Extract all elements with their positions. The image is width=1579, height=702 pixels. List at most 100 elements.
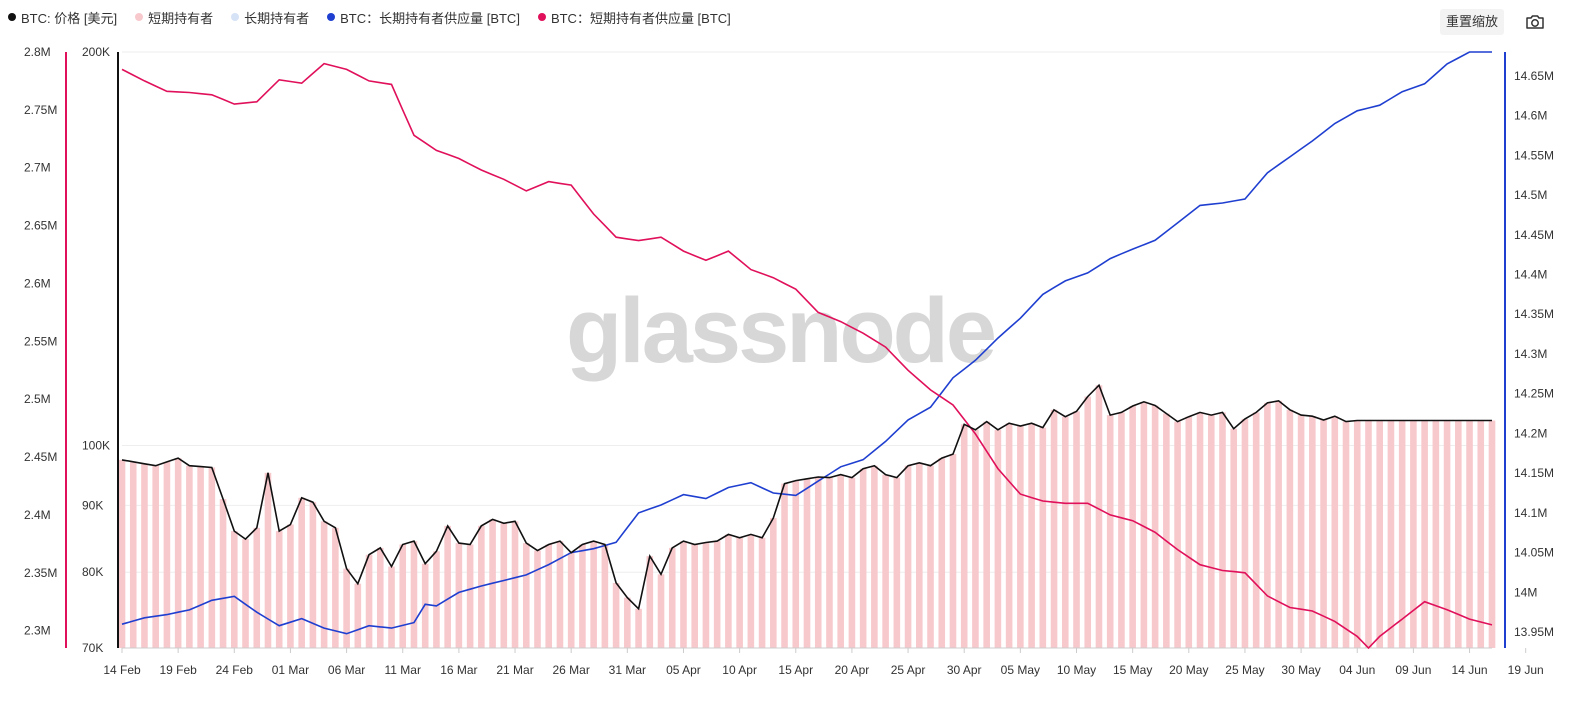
lth-tick-label: 14.55M bbox=[1514, 148, 1554, 162]
sth-bar bbox=[826, 477, 833, 648]
sth-bar bbox=[1331, 416, 1339, 648]
price-tick-label: 90K bbox=[82, 498, 103, 512]
camera-icon[interactable] bbox=[1525, 13, 1545, 31]
sth-bar bbox=[567, 552, 575, 648]
sth-tick-label: 2.5M bbox=[24, 392, 51, 406]
reset-zoom-button[interactable]: 重置缩放 bbox=[1440, 9, 1504, 35]
sth-bar bbox=[455, 543, 463, 648]
watermark: glassnode bbox=[566, 280, 995, 382]
sth-bar bbox=[421, 563, 429, 648]
x-tick-label: 19 Jun bbox=[1508, 663, 1544, 677]
sth-tick-label: 2.6M bbox=[24, 276, 51, 290]
sth-bar bbox=[1185, 416, 1193, 648]
sth-bar bbox=[1421, 420, 1428, 648]
sth-bar bbox=[1174, 421, 1181, 648]
sth-bar bbox=[208, 467, 216, 648]
sth-bar bbox=[938, 458, 946, 648]
sth-bar bbox=[1039, 427, 1047, 648]
sth-bar bbox=[230, 531, 238, 648]
sth-bar bbox=[1028, 423, 1035, 648]
sth-bar bbox=[163, 461, 171, 648]
sth-bar bbox=[534, 550, 541, 648]
x-tick-label: 11 Mar bbox=[385, 663, 421, 677]
sth-bar bbox=[141, 463, 148, 648]
axes bbox=[65, 52, 1527, 653]
sth-bar bbox=[522, 543, 530, 648]
sth-bar bbox=[556, 541, 564, 648]
sth-bar bbox=[994, 429, 1002, 648]
sth-bar bbox=[1353, 420, 1361, 648]
sth-bar bbox=[668, 547, 676, 648]
sth-bar bbox=[770, 518, 777, 648]
sth-bar bbox=[1196, 412, 1204, 648]
sth-bar bbox=[1466, 420, 1473, 648]
sth-bar bbox=[376, 547, 384, 648]
sth-bar bbox=[725, 534, 732, 648]
sth-tick-label: 2.4M bbox=[24, 508, 51, 522]
lth-tick-label: 14.05M bbox=[1514, 546, 1554, 560]
sth-bar bbox=[590, 541, 597, 648]
lth-tick-label: 14.25M bbox=[1514, 387, 1554, 401]
sth-bar bbox=[444, 525, 451, 648]
sth-bar bbox=[1398, 420, 1406, 648]
x-tick-label: 06 Mar bbox=[328, 663, 365, 677]
sth-bar bbox=[758, 537, 766, 648]
sth-bar bbox=[960, 424, 968, 648]
sth-bar bbox=[624, 597, 631, 648]
sth-bar bbox=[781, 483, 788, 648]
legend: BTC: 价格 [美元] 短期持有者 长期持有者 BTC：长期持有者供应量 [B… bbox=[8, 6, 731, 28]
x-tick-label: 30 Apr bbox=[947, 663, 982, 677]
sth-bar bbox=[915, 462, 923, 648]
x-tick-label: 20 May bbox=[1169, 663, 1208, 677]
legend-item-sth[interactable]: 短期持有者 bbox=[135, 8, 213, 27]
legend-item-lth-supply[interactable]: BTC：长期持有者供应量 [BTC] bbox=[327, 8, 520, 27]
legend-item-price[interactable]: BTC: 价格 [美元] bbox=[8, 8, 117, 27]
legend-dot-price bbox=[8, 13, 16, 21]
sth-bar bbox=[927, 465, 934, 648]
price-tick-label: 80K bbox=[82, 565, 103, 579]
sth-bar bbox=[1005, 423, 1013, 648]
sth-bar bbox=[1342, 421, 1350, 648]
sth-bar bbox=[893, 477, 901, 648]
sth-bar bbox=[848, 477, 856, 648]
sth-bar bbox=[1320, 419, 1327, 648]
lth-tick-label: 14.2M bbox=[1514, 426, 1547, 440]
sth-bar bbox=[275, 531, 283, 648]
sth-bar bbox=[174, 458, 182, 648]
legend-dot-sth bbox=[135, 13, 144, 21]
sth-bar bbox=[118, 459, 126, 648]
sth-bar bbox=[1252, 412, 1260, 648]
sth-bar bbox=[219, 499, 227, 648]
sth-bar bbox=[399, 544, 407, 648]
lth-tick-label: 14.15M bbox=[1514, 466, 1554, 480]
sth-bar bbox=[972, 429, 979, 648]
price-tick-label: 100K bbox=[82, 439, 110, 453]
sth-bars bbox=[118, 385, 1496, 648]
sth-bar bbox=[1207, 415, 1215, 648]
sth-tick-label: 2.55M bbox=[24, 334, 57, 348]
x-tick-label: 25 Apr bbox=[891, 663, 926, 677]
sth-bar bbox=[1050, 409, 1058, 648]
sth-bar bbox=[264, 472, 272, 648]
sth-bar bbox=[466, 544, 474, 648]
legend-item-sth-supply[interactable]: BTC：短期持有者供应量 [BTC] bbox=[537, 8, 731, 27]
sth-bar bbox=[1163, 413, 1170, 648]
sth-bar bbox=[298, 497, 305, 648]
lth-tick-label: 14.65M bbox=[1514, 69, 1554, 83]
lth-tick-label: 14.3M bbox=[1514, 347, 1547, 361]
legend-item-lth[interactable]: 长期持有者 bbox=[231, 8, 309, 27]
sth-bar bbox=[983, 421, 990, 648]
price-line bbox=[121, 383, 1492, 611]
sth-bar bbox=[612, 582, 620, 648]
sth-bar bbox=[1140, 401, 1148, 648]
sth-tick-label: 2.7M bbox=[24, 161, 51, 175]
sth-bar bbox=[388, 566, 395, 648]
sth-supply-line bbox=[121, 62, 1493, 650]
lth-tick-label: 14.6M bbox=[1514, 109, 1547, 123]
sth-bar bbox=[814, 477, 822, 648]
x-tick-label: 15 May bbox=[1113, 663, 1152, 677]
sth-bar bbox=[657, 574, 665, 648]
sth-bar bbox=[129, 461, 137, 648]
sth-bar bbox=[792, 480, 800, 648]
sth-bar bbox=[1151, 405, 1159, 648]
